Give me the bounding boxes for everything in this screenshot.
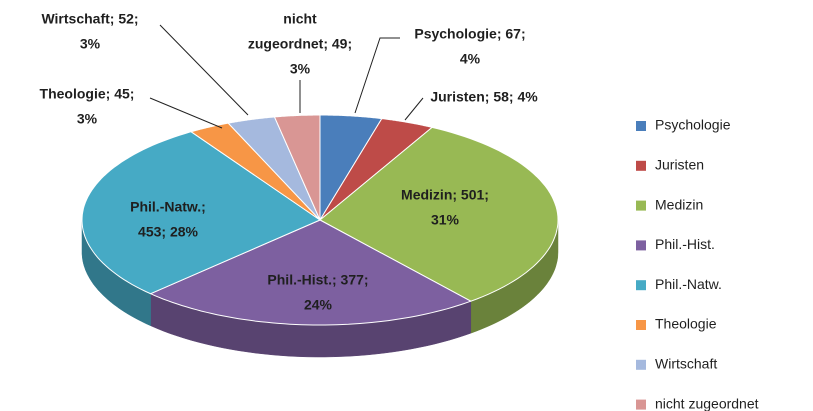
data-label: 453; 28%	[138, 224, 198, 240]
legend-swatch	[636, 160, 646, 171]
data-label: 31%	[431, 212, 460, 228]
data-label: Theologie; 45;	[40, 86, 135, 102]
slice	[273, 114, 321, 221]
legend-label: Theologie	[655, 316, 717, 332]
slice	[81, 131, 322, 295]
data-label: Juristen; 58; 4%	[430, 89, 538, 105]
legend-label: Wirtschaft	[655, 356, 717, 372]
slice	[149, 219, 473, 326]
leader-line	[404, 97, 424, 121]
legend-label: Juristen	[655, 157, 704, 173]
data-label: nicht	[283, 11, 317, 27]
legend-swatch	[636, 359, 646, 370]
data-label: zugeordnet; 49;	[248, 36, 352, 52]
legend-label: Psychologie	[655, 117, 731, 133]
data-label: Psychologie; 67;	[414, 26, 525, 42]
leader-line	[354, 37, 400, 114]
data-label: Phil.-Natw.;	[130, 199, 206, 215]
legend-label: Medizin	[655, 196, 703, 212]
data-label: Medizin; 501;	[401, 187, 489, 203]
legend-label: nicht zugeordnet	[655, 395, 759, 411]
legend-swatch	[636, 320, 646, 330]
legend-swatch	[636, 200, 646, 211]
legend-label: Phil.-Natw.	[655, 276, 722, 292]
data-label: 4%	[460, 51, 481, 67]
data-label: 3%	[290, 61, 311, 77]
data-label: Phil.-Hist.; 377;	[267, 272, 368, 288]
data-label: 3%	[80, 36, 101, 52]
slice	[319, 118, 434, 221]
legend-swatch	[636, 280, 646, 291]
slice	[189, 122, 321, 221]
legend-label: Phil.-Hist.	[655, 236, 715, 252]
leader-line	[149, 97, 223, 129]
data-label: 24%	[304, 297, 333, 313]
slice	[227, 116, 321, 221]
legend-swatch	[636, 240, 646, 251]
legend-swatch	[636, 399, 646, 410]
legend-swatch	[636, 121, 646, 131]
data-label: Wirtschaft; 52;	[41, 11, 138, 27]
leader-line	[159, 24, 249, 116]
slice	[319, 126, 559, 302]
data-label: 3%	[77, 111, 98, 127]
